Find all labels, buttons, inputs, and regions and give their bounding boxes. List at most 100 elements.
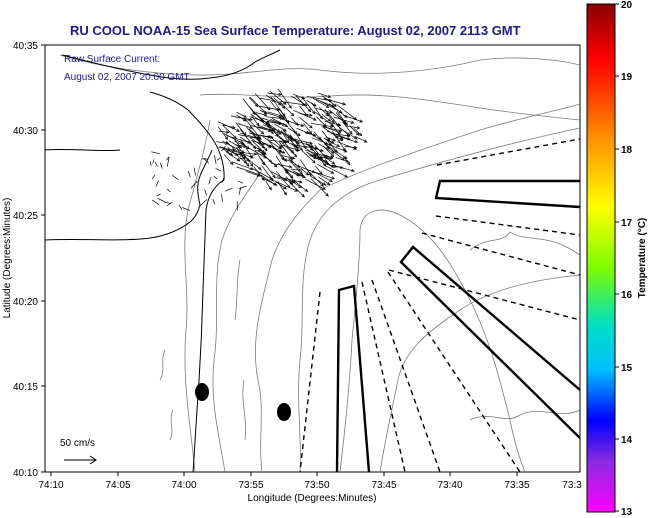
current-vector-head <box>229 152 234 156</box>
coastline <box>45 49 281 472</box>
current-vector-head <box>337 130 342 134</box>
current-vector-head <box>261 149 265 154</box>
current-vector-head <box>322 182 327 186</box>
current-vector <box>237 123 253 129</box>
current-vector <box>277 88 292 109</box>
current-vector-head <box>356 126 361 130</box>
plot-frame <box>44 44 581 473</box>
current-vector <box>325 138 338 153</box>
current-vector <box>287 127 301 136</box>
current-vector <box>321 95 337 107</box>
current-vector <box>166 156 170 161</box>
current-vector-head <box>307 108 312 113</box>
current-vector <box>267 92 282 96</box>
x-tick-label: 73:3 <box>562 480 582 491</box>
current-vector-head <box>322 162 327 167</box>
y-tick-label: 40:35 <box>13 41 38 52</box>
current-vector-head <box>325 104 330 108</box>
y-tick-label: 40:20 <box>13 297 38 308</box>
current-vector-head <box>253 152 258 156</box>
current-vector <box>349 125 360 136</box>
current-vector-head <box>319 155 323 160</box>
current-vector <box>271 162 292 168</box>
current-vector-head <box>332 138 337 142</box>
current-vector <box>307 170 324 187</box>
current-vector-head <box>239 153 244 157</box>
colorbar-label: Temperature (°C) <box>637 218 648 299</box>
current-vector-head <box>258 136 263 141</box>
current-vector-head <box>322 186 327 190</box>
current-vector-head <box>354 139 359 144</box>
current-vector-head <box>270 130 274 135</box>
current-vector <box>151 199 160 205</box>
current-vector-head <box>301 96 306 100</box>
current-vector-head <box>273 182 277 186</box>
current-vector-head <box>282 140 287 144</box>
current-vector <box>251 115 260 127</box>
current-vector <box>274 123 287 132</box>
current-vector <box>249 96 267 115</box>
current-vector <box>313 131 321 140</box>
y-tick-label: 40:30 <box>13 126 38 137</box>
current-vector <box>299 116 313 129</box>
current-vector-head <box>312 153 317 157</box>
current-vector <box>193 167 196 176</box>
current-vector <box>218 146 235 151</box>
x-tick-label: 73:35 <box>504 480 529 491</box>
current-vector-head <box>344 114 348 118</box>
current-vector-head <box>312 117 317 121</box>
current-vector-head <box>353 136 358 140</box>
current-vector <box>252 140 265 154</box>
current-vector-head <box>290 112 295 117</box>
current-vector-head <box>267 135 271 139</box>
current-vector <box>218 130 229 133</box>
current-vector <box>260 157 276 178</box>
current-vector <box>238 185 247 190</box>
current-vector <box>331 130 346 151</box>
current-vector-head <box>349 131 353 135</box>
current-vector <box>314 172 333 182</box>
current-vector <box>266 121 286 126</box>
current-vector <box>222 124 237 139</box>
current-note-line1: Raw Surface Current: <box>64 54 160 65</box>
current-vector-head <box>326 181 331 186</box>
current-vector <box>338 135 358 143</box>
current-vector-head <box>273 163 278 168</box>
current-vector-head <box>249 154 253 159</box>
current-vector-head <box>336 123 340 128</box>
colorbar-tick: 13 <box>621 507 633 518</box>
current-vector <box>344 146 357 149</box>
current-vector <box>214 154 217 165</box>
current-vector-head <box>263 110 268 115</box>
current-vector <box>255 149 265 155</box>
current-vector <box>236 166 261 176</box>
current-vector <box>262 124 284 134</box>
current-vector <box>317 92 331 98</box>
current-vector <box>199 199 208 207</box>
current-vector <box>336 110 348 126</box>
current-vector <box>215 168 221 172</box>
current-vector <box>236 111 247 118</box>
current-vector <box>324 109 340 127</box>
current-vector-head <box>289 175 294 179</box>
x-axis-label: Longitude (Degrees:Minutes) <box>248 493 377 504</box>
current-vector-head <box>229 161 234 166</box>
current-vector-head <box>299 180 303 184</box>
current-vector-head <box>331 161 336 165</box>
current-vector <box>260 174 277 186</box>
current-vector <box>280 101 305 106</box>
current-vector <box>289 134 303 151</box>
current-vector-head <box>225 130 230 134</box>
current-vector <box>253 166 265 181</box>
current-vector-head <box>276 129 281 133</box>
current-vector-head <box>225 141 229 145</box>
current-vector <box>152 174 156 180</box>
current-vector <box>275 177 295 184</box>
current-vector <box>217 121 240 132</box>
current-vector-head <box>261 161 265 166</box>
current-vector <box>151 151 160 155</box>
current-vector-head <box>233 135 237 140</box>
current-vector <box>259 117 271 126</box>
current-vector <box>332 164 355 172</box>
current-vector-head <box>293 138 298 142</box>
